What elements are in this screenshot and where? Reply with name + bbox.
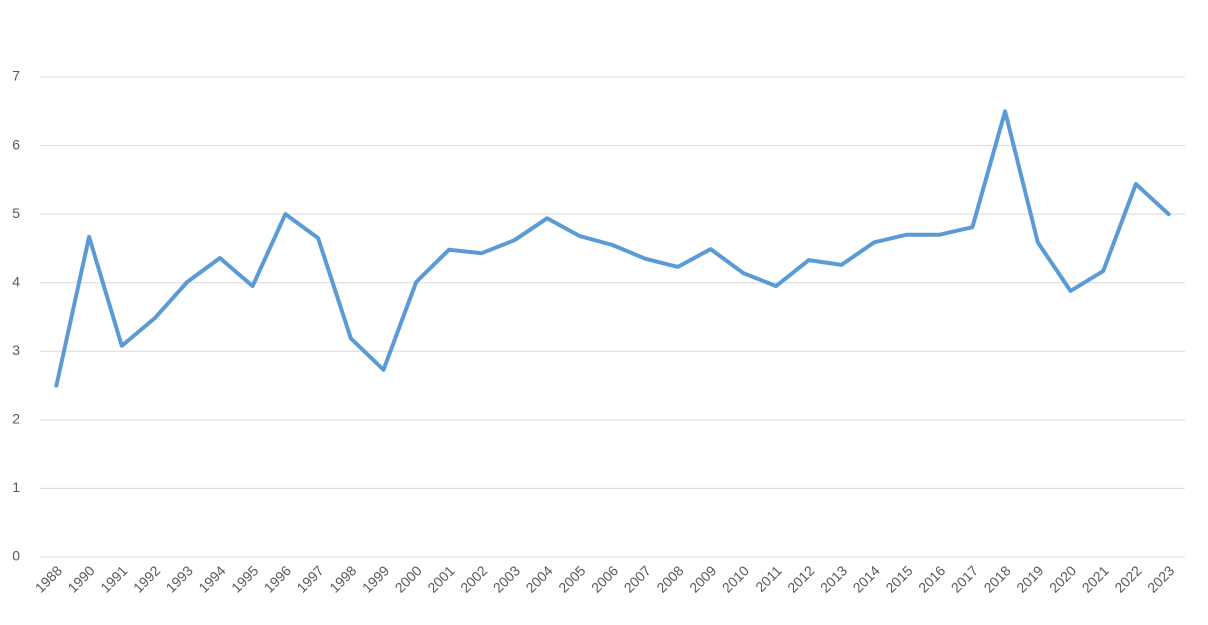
y-tick-label: 1 — [12, 479, 20, 495]
x-tick-label: 1997 — [293, 562, 326, 595]
x-tick-label: 2018 — [980, 562, 1013, 595]
x-tick-label: 1992 — [130, 562, 163, 595]
x-tick-label: 2016 — [915, 562, 948, 595]
x-tick-label: 2020 — [1046, 562, 1079, 595]
y-tick-label: 2 — [12, 411, 20, 427]
x-tick-label: 2019 — [1013, 562, 1046, 595]
x-tick-label: 2005 — [555, 562, 588, 595]
x-tick-label: 2015 — [882, 562, 915, 595]
x-tick-label: 2022 — [1111, 562, 1144, 595]
x-tick-label: 1995 — [228, 562, 261, 595]
x-tick-label: 1991 — [97, 562, 130, 595]
x-tick-label: 2010 — [719, 562, 752, 595]
x-tick-label: 2014 — [850, 562, 883, 595]
x-tick-label: 1994 — [195, 562, 228, 595]
x-tick-label: 1996 — [261, 562, 294, 595]
x-tick-label: 1998 — [326, 562, 359, 595]
x-tick-label: 2008 — [653, 562, 686, 595]
y-tick-label: 0 — [12, 548, 20, 564]
x-tick-label: 2000 — [392, 562, 425, 595]
x-tick-label: 1993 — [163, 562, 196, 595]
x-tick-label: 1988 — [32, 562, 65, 595]
x-tick-label: 2012 — [784, 562, 817, 595]
x-tick-label: 1990 — [64, 562, 97, 595]
x-tick-label: 2011 — [752, 562, 785, 595]
x-tick-label: 2009 — [686, 562, 719, 595]
x-tick-label: 1999 — [359, 562, 392, 595]
x-tick-label: 2003 — [490, 562, 523, 595]
y-tick-label: 4 — [12, 273, 20, 289]
x-tick-label: 2013 — [817, 562, 850, 595]
x-tick-label: 2021 — [1079, 562, 1112, 595]
y-tick-label: 3 — [12, 342, 20, 358]
x-tick-label: 2017 — [948, 562, 981, 595]
x-tick-label: 2002 — [457, 562, 490, 595]
y-tick-label: 5 — [12, 205, 20, 221]
x-tick-label: 2007 — [621, 562, 654, 595]
y-tick-label: 7 — [12, 68, 20, 84]
x-tick-label: 2006 — [588, 562, 621, 595]
y-tick-label: 6 — [12, 136, 20, 152]
x-tick-label: 2004 — [522, 562, 555, 595]
x-tick-label: 2001 — [424, 562, 457, 595]
x-tick-label: 2023 — [1144, 562, 1177, 595]
data-line — [54, 109, 1171, 388]
